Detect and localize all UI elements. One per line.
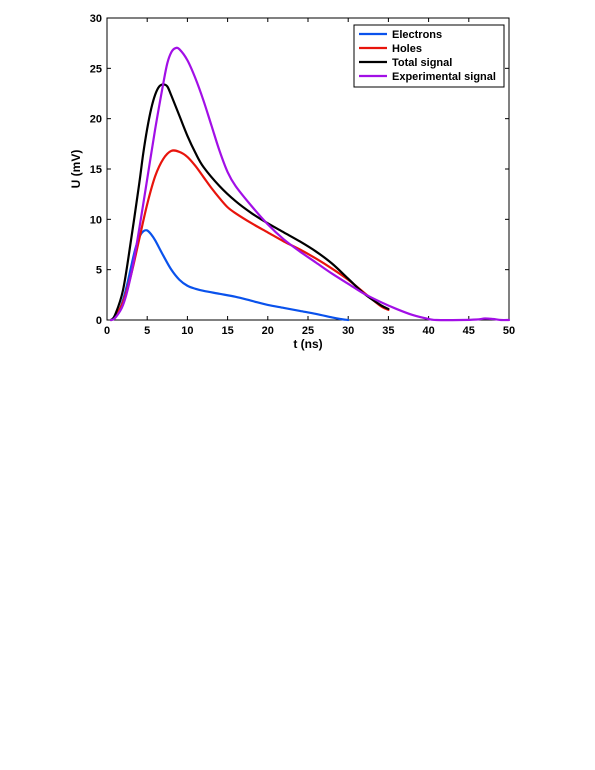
legend-entry: Holes <box>392 43 422 55</box>
y-tick-label: 25 <box>90 63 102 75</box>
x-tick-label: 25 <box>302 325 314 337</box>
x-axis-label: t (ns) <box>293 337 322 351</box>
y-tick-label: 0 <box>96 315 102 327</box>
y-axis-ticks: 0 5 10 15 20 25 30 <box>90 13 509 327</box>
legend: Electrons Holes Total signal Experimental s… <box>353 24 505 88</box>
y-axis-label: U (mV) <box>69 150 83 189</box>
legend-entry: Total signal <box>392 57 452 69</box>
legend-entry: Electrons <box>392 29 442 41</box>
y-tick-label: 10 <box>90 214 102 226</box>
x-tick-label: 5 <box>144 325 150 337</box>
x-tick-label: 35 <box>382 325 394 337</box>
series-lines <box>109 46 511 322</box>
x-axis-ticks: 0 5 10 15 20 25 30 35 40 45 50 <box>104 18 515 337</box>
series-line-holes <box>109 149 390 322</box>
series-line-experimental-signal <box>109 46 511 322</box>
x-tick-label: 40 <box>422 325 434 337</box>
x-tick-label: 10 <box>181 325 193 337</box>
x-tick-label: 50 <box>503 325 515 337</box>
y-tick-label: 15 <box>90 164 102 176</box>
y-tick-label: 30 <box>90 13 102 25</box>
x-tick-label: 20 <box>262 325 274 337</box>
legend-entry: Experimental signal <box>392 71 496 83</box>
x-tick-label: 0 <box>104 325 110 337</box>
y-tick-label: 5 <box>96 265 102 277</box>
x-tick-label: 30 <box>342 325 354 337</box>
x-tick-label: 15 <box>221 325 233 337</box>
plot-area: 0 5 10 15 20 25 30 35 40 45 50 0 5 10 15 20 25 30 <box>90 13 515 337</box>
x-tick-label: 45 <box>463 325 475 337</box>
y-tick-label: 20 <box>90 114 102 126</box>
series-line-total-signal <box>109 83 390 322</box>
series-line-electrons <box>109 229 350 322</box>
